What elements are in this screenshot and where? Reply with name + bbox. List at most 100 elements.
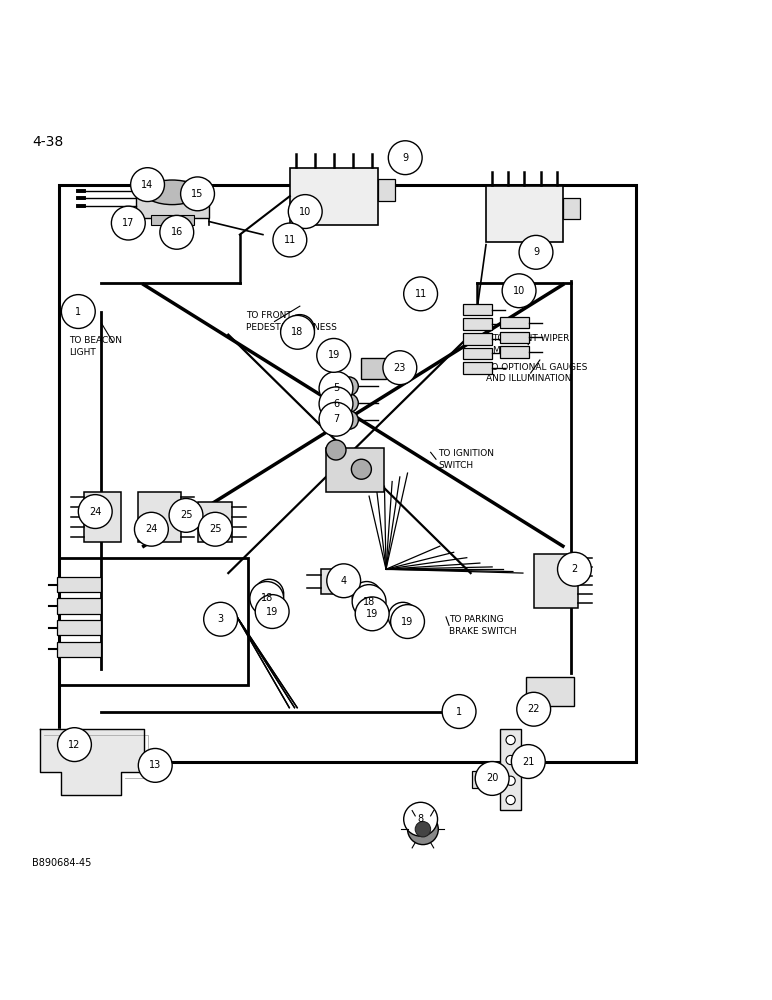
Circle shape [404, 802, 438, 836]
Circle shape [327, 564, 361, 598]
Circle shape [511, 745, 545, 778]
Text: 24: 24 [145, 524, 157, 534]
Circle shape [476, 762, 509, 795]
Circle shape [319, 372, 353, 405]
Text: 1: 1 [75, 307, 81, 317]
Circle shape [138, 748, 172, 782]
Circle shape [255, 579, 283, 608]
Circle shape [524, 699, 544, 719]
Circle shape [181, 177, 215, 211]
Circle shape [360, 589, 374, 603]
Text: 15: 15 [191, 189, 204, 199]
Bar [320, 569, 353, 594]
Circle shape [340, 394, 358, 412]
Text: TO OPTIONAL GAUGES
AND ILLUMINATION: TO OPTIONAL GAUGES AND ILLUMINATION [486, 363, 587, 383]
Circle shape [352, 585, 386, 618]
Bar [290, 168, 378, 225]
Text: 24: 24 [89, 507, 101, 517]
Bar [84, 492, 121, 542]
Text: 25: 25 [209, 524, 222, 534]
Bar [463, 318, 493, 330]
Text: 3: 3 [218, 614, 224, 624]
Text: 19: 19 [327, 350, 340, 360]
Text: 9: 9 [533, 247, 539, 257]
Circle shape [415, 822, 431, 837]
Circle shape [326, 440, 346, 460]
Circle shape [557, 552, 591, 586]
Circle shape [285, 315, 314, 344]
Circle shape [256, 595, 289, 628]
Text: 5: 5 [333, 383, 339, 393]
Circle shape [506, 735, 515, 745]
Bar [526, 677, 574, 706]
Circle shape [340, 377, 358, 395]
Text: 10: 10 [513, 286, 525, 296]
Bar [136, 181, 209, 218]
Circle shape [408, 814, 438, 845]
Text: 6: 6 [333, 399, 339, 409]
Circle shape [340, 411, 358, 429]
Text: 11: 11 [284, 235, 296, 245]
Circle shape [352, 582, 381, 611]
Bar [57, 620, 101, 635]
Text: B890684-45: B890684-45 [32, 858, 92, 868]
Text: 7: 7 [333, 414, 339, 424]
Circle shape [383, 351, 417, 385]
Circle shape [160, 215, 194, 249]
Text: 10: 10 [299, 207, 311, 217]
Bar [378, 179, 395, 201]
Bar [486, 186, 563, 242]
Polygon shape [40, 729, 144, 795]
Circle shape [404, 277, 438, 311]
Bar [326, 448, 384, 492]
Text: 12: 12 [68, 740, 80, 750]
Circle shape [516, 692, 550, 726]
Text: 18: 18 [363, 597, 375, 607]
Circle shape [58, 728, 91, 762]
Text: TO FRONT
PEDESTAL HARNESS: TO FRONT PEDESTAL HARNESS [246, 311, 337, 332]
Bar [533, 554, 578, 608]
Text: 20: 20 [486, 773, 499, 783]
Circle shape [317, 338, 350, 372]
Bar [361, 358, 386, 379]
Circle shape [388, 602, 418, 632]
Text: 11: 11 [415, 289, 427, 299]
Circle shape [273, 223, 306, 257]
Bar [198, 502, 232, 542]
Circle shape [396, 610, 410, 624]
Circle shape [391, 605, 425, 638]
Text: 4: 4 [340, 576, 347, 586]
Circle shape [280, 315, 314, 349]
Bar [472, 771, 493, 788]
Text: 17: 17 [122, 218, 134, 228]
Circle shape [319, 387, 353, 421]
Text: 19: 19 [366, 609, 378, 619]
Circle shape [130, 168, 164, 202]
Text: 8: 8 [418, 814, 424, 824]
Text: 13: 13 [149, 760, 161, 770]
Text: 14: 14 [141, 180, 154, 190]
Bar [499, 332, 529, 343]
Text: 1: 1 [456, 707, 462, 717]
Text: TO IGNITION
SWITCH: TO IGNITION SWITCH [438, 449, 494, 470]
Text: TO PARKING
BRAKE SWITCH: TO PARKING BRAKE SWITCH [449, 615, 516, 636]
Text: 19: 19 [401, 617, 414, 627]
Bar [138, 492, 181, 542]
Text: 25: 25 [180, 510, 192, 520]
Text: 23: 23 [394, 363, 406, 373]
Circle shape [293, 322, 306, 336]
Bar [59, 558, 248, 685]
Circle shape [442, 695, 476, 728]
Circle shape [506, 755, 515, 765]
Text: 18: 18 [291, 327, 303, 337]
Bar [499, 346, 529, 358]
Bar [463, 333, 493, 345]
Circle shape [502, 274, 536, 308]
Circle shape [355, 597, 389, 631]
Circle shape [111, 206, 145, 240]
Circle shape [250, 582, 283, 615]
Bar [499, 729, 521, 810]
Bar [151, 215, 194, 225]
Circle shape [62, 295, 95, 328]
Circle shape [506, 776, 515, 785]
